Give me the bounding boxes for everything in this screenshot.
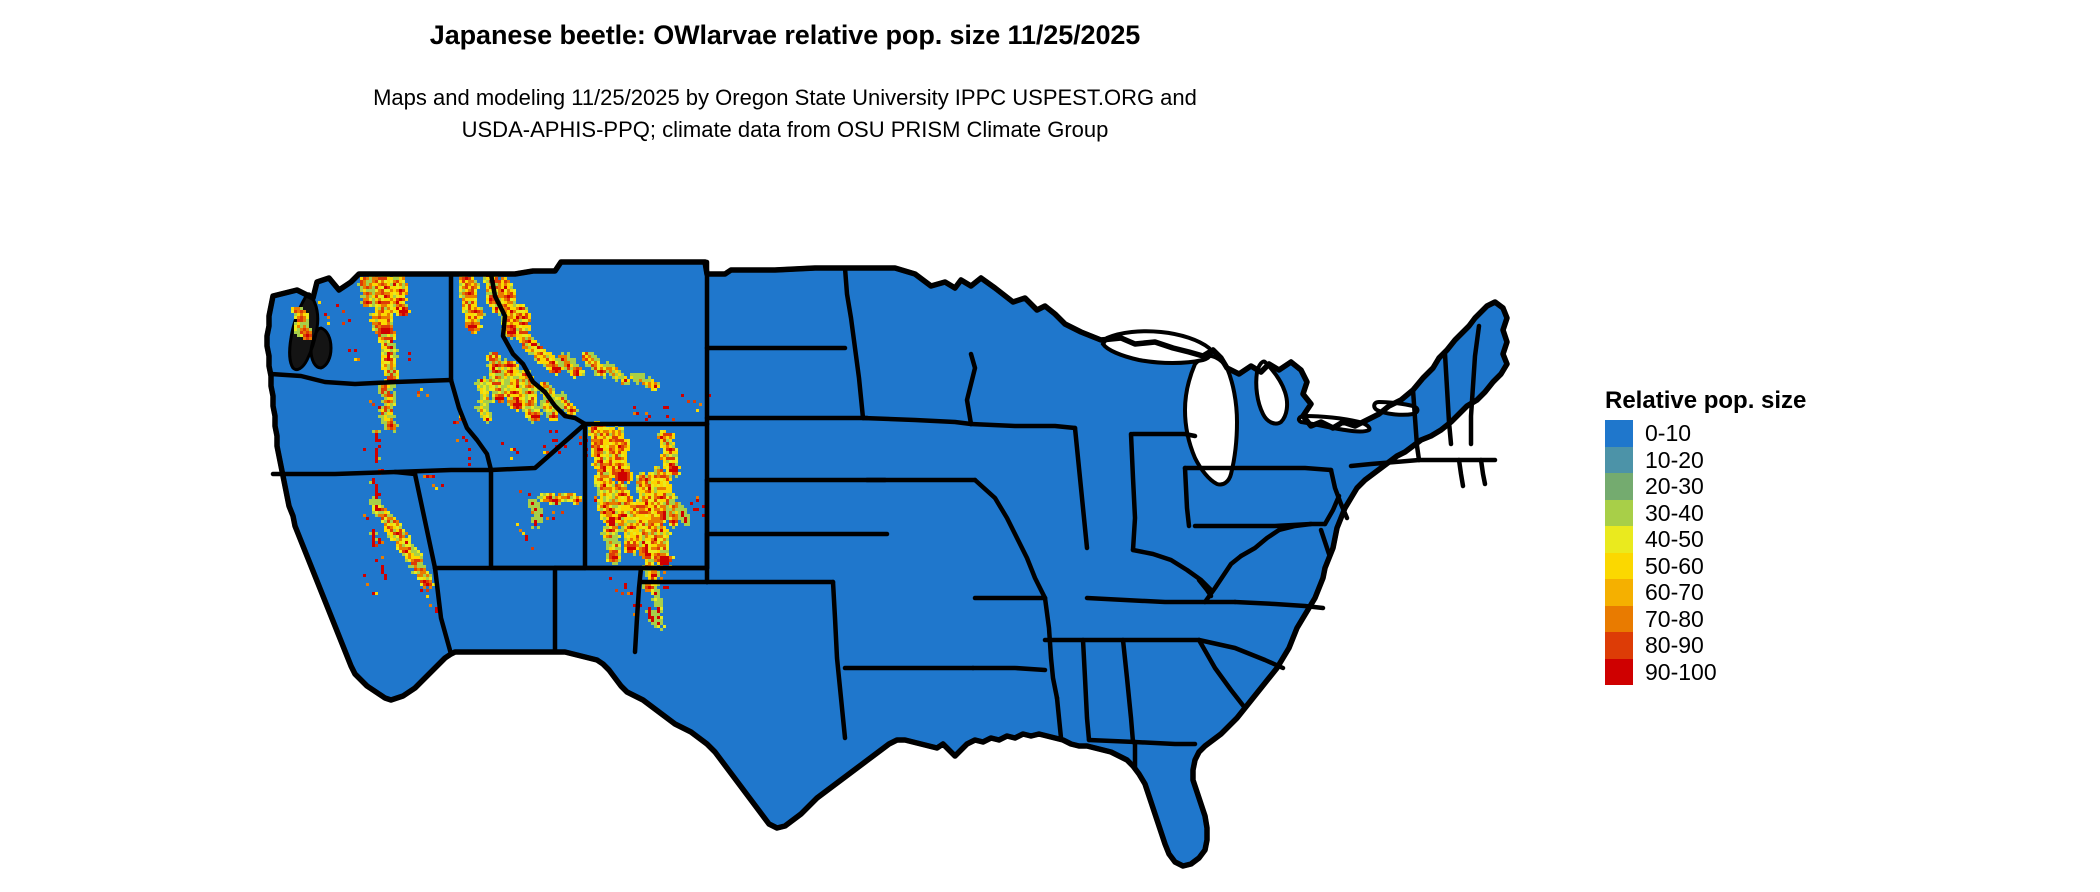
legend-label: 10-20 (1645, 446, 1704, 473)
state-boundary-line (1478, 457, 1488, 487)
state-boundary-line (1468, 323, 1482, 447)
state-boundary-line (1130, 431, 1198, 439)
state-boundary-line (488, 421, 588, 473)
state-boundary-line (968, 421, 1078, 431)
legend-row: 60-70 (1605, 579, 1806, 606)
legend-swatch (1605, 420, 1633, 447)
state-boundaries (268, 259, 1498, 771)
legend-swatch (1605, 526, 1633, 553)
legend-row: 10-20 (1605, 446, 1806, 473)
state-boundary-line (1182, 465, 1192, 529)
state-boundary-line (1196, 577, 1214, 599)
legend-swatch (1605, 658, 1633, 685)
state-boundary-line (1202, 553, 1244, 605)
us-map (255, 178, 1565, 878)
state-boundary-line (1080, 637, 1092, 743)
legend-title: Relative pop. size (1605, 387, 1807, 414)
legend-swatch (1605, 605, 1633, 632)
legend-label: 30-40 (1645, 499, 1704, 526)
state-boundary-line (964, 351, 978, 427)
legend-rows: 0-10 10-20 20-30 30-40 40-50 50-60 60-70 70-80 8… (1605, 420, 1806, 685)
state-boundary-line (1128, 431, 1138, 553)
legend-label: 60-70 (1645, 579, 1704, 605)
legend-row: 40-50 (1605, 526, 1806, 553)
page-title: Japanese beetle: OWlarvae relative pop. … (429, 20, 1141, 50)
state-boundary-line (1322, 493, 1342, 527)
legend-label: 80-90 (1645, 632, 1704, 658)
state-boundary-line (1410, 387, 1422, 463)
state-boundary-line (1232, 599, 1326, 611)
state-boundary-line (1456, 457, 1466, 489)
legend-swatch (1605, 632, 1633, 659)
legend-label: 50-60 (1645, 552, 1704, 579)
state-boundary-line (632, 565, 644, 655)
state-boundary-line (1072, 425, 1090, 551)
state-boundary-line (412, 471, 438, 571)
state-boundary-line (842, 265, 866, 421)
legend-row: 50-60 (1605, 552, 1806, 579)
legend-row: 70-80 (1605, 605, 1806, 632)
state-boundary-line (1238, 527, 1282, 559)
legend-row: 30-40 (1605, 499, 1806, 526)
legend-label: 40-50 (1645, 526, 1704, 552)
state-boundary-line (488, 271, 588, 427)
conus-coastline (264, 259, 1510, 869)
legend: Relative pop. size 0-10 10-20 20-30 30-40 40… (1605, 388, 1806, 685)
legend-swatch (1605, 446, 1633, 473)
legend-label: 0-10 (1645, 420, 1692, 446)
legend-swatch (1605, 499, 1633, 526)
legend-label: 70-80 (1645, 605, 1704, 632)
legend-row: 80-90 (1605, 632, 1806, 659)
state-boundary-line (268, 371, 454, 387)
state-boundary-line (1120, 637, 1136, 745)
legend-swatch (1605, 552, 1633, 579)
state-boundary-line (1318, 527, 1332, 557)
state-boundary-line (1442, 351, 1454, 447)
legend-row: 0-10 (1605, 420, 1806, 447)
legend-row: 20-30 (1605, 473, 1806, 500)
state-boundary-line (1196, 637, 1286, 671)
state-boundary-line (392, 469, 418, 477)
title-block: Japanese beetle: OWlarvae relative pop. … (0, 18, 1570, 52)
state-boundary-line (1042, 595, 1060, 701)
us-map-svg (264, 259, 1510, 869)
state-boundary-line (860, 415, 974, 427)
state-boundary-line (432, 565, 454, 657)
subtitle-block: Maps and modeling 11/25/2025 by Oregon S… (0, 82, 1570, 146)
state-boundary-line (448, 377, 494, 473)
legend-row: 90-100 (1605, 658, 1806, 685)
legend-label: 20-30 (1645, 473, 1704, 499)
legend-swatch (1605, 579, 1633, 606)
state-boundary-line (970, 665, 1048, 673)
state-boundary-line (1084, 595, 1238, 605)
subtitle-line-1: Maps and modeling 11/25/2025 by Oregon S… (373, 85, 1197, 110)
state-boundary-line (1348, 457, 1422, 469)
subtitle-line-2: USDA-APHIS-PPQ; climate data from OSU PR… (461, 117, 1109, 142)
state-boundary-line (1086, 737, 1198, 747)
state-boundary-line (1054, 695, 1064, 741)
state-boundary-line (830, 579, 848, 741)
state-boundary-line (1192, 521, 1314, 529)
state-boundary-line (972, 477, 1048, 601)
state-boundary-line (1182, 465, 1334, 473)
legend-label: 90-100 (1645, 658, 1717, 685)
legend-swatch (1605, 473, 1633, 500)
state-boundary-line (1196, 637, 1248, 711)
